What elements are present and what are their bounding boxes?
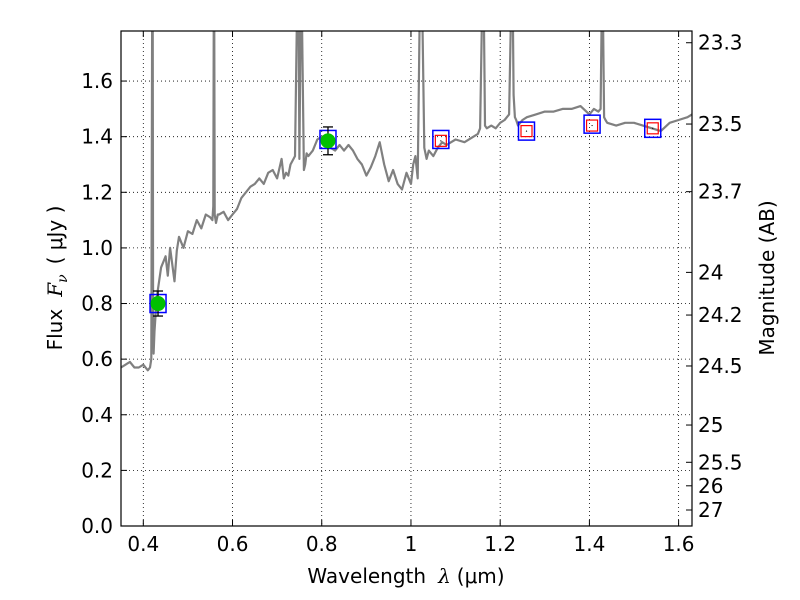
- x-tick-label: 1: [405, 532, 418, 556]
- y-tick-label: 1.2: [81, 180, 113, 204]
- non-detection-center: [440, 140, 442, 142]
- detection-point: [150, 296, 166, 312]
- mag-tick-label: 24.2: [698, 303, 743, 327]
- non-detection-center: [591, 124, 593, 127]
- mag-tick-label: 23.5: [698, 112, 743, 136]
- non-detection-point: [646, 122, 659, 135]
- sed-model-line: [121, 31, 692, 372]
- non-detection-center: [525, 130, 528, 132]
- non-detection-point: [520, 125, 533, 138]
- mag-tick-label: 25.5: [698, 450, 743, 474]
- x-tick-label: 1.2: [484, 532, 516, 556]
- y-tick-label: 1.6: [81, 69, 113, 93]
- model-band-point: [643, 118, 662, 139]
- y-tick-label: 0.2: [81, 458, 113, 482]
- non-detection-center: [652, 127, 654, 129]
- mag-tick-label: 23.7: [698, 180, 743, 204]
- y-tick-label: 0.6: [81, 347, 113, 371]
- detection-point: [320, 133, 336, 149]
- y-tick-label: 0.0: [81, 514, 113, 538]
- axis-ticks: 0.4 0.6 0.8 1 1.2 1.4 1.6 0.0 0.2 0.4 0.6 0.8 1.0 1.2…: [81, 31, 742, 556]
- non-detection-point: [585, 119, 599, 132]
- model-band-point: [517, 121, 536, 141]
- mag-tick-label: 24: [698, 260, 723, 284]
- x-tick-label: 0.6: [217, 532, 249, 556]
- mag-tick-label: 23.3: [698, 31, 743, 55]
- y-axis-label: FluxFν( μJy ): [43, 206, 71, 351]
- plot-area: [121, 31, 692, 372]
- x-tick-label: 1.4: [573, 532, 605, 556]
- y-tick-label: 1.4: [81, 125, 113, 149]
- x-tick-label: 1.6: [663, 532, 695, 556]
- y-tick-label: 1.0: [81, 236, 113, 260]
- x-tick-label: 0.8: [306, 532, 338, 556]
- magnitude-axis-label: Magnitude (AB): [755, 200, 779, 355]
- mag-tick-label: 24.5: [698, 354, 743, 378]
- y-tick-label: 0.4: [81, 403, 113, 427]
- plot-frame: [120, 30, 693, 527]
- non-detection-point: [434, 134, 447, 147]
- grid-lines: [121, 31, 692, 527]
- y-tick-label: 0.8: [81, 292, 113, 316]
- model-band-point: [583, 114, 601, 134]
- mag-tick-label: 27: [698, 498, 723, 522]
- x-tick-label: 0.4: [127, 532, 159, 556]
- model-band-point: [432, 129, 450, 150]
- mag-tick-label: 25: [698, 413, 723, 437]
- x-axis-label: Wavelength λ (μm): [307, 564, 504, 588]
- mag-tick-label: 26: [698, 474, 723, 498]
